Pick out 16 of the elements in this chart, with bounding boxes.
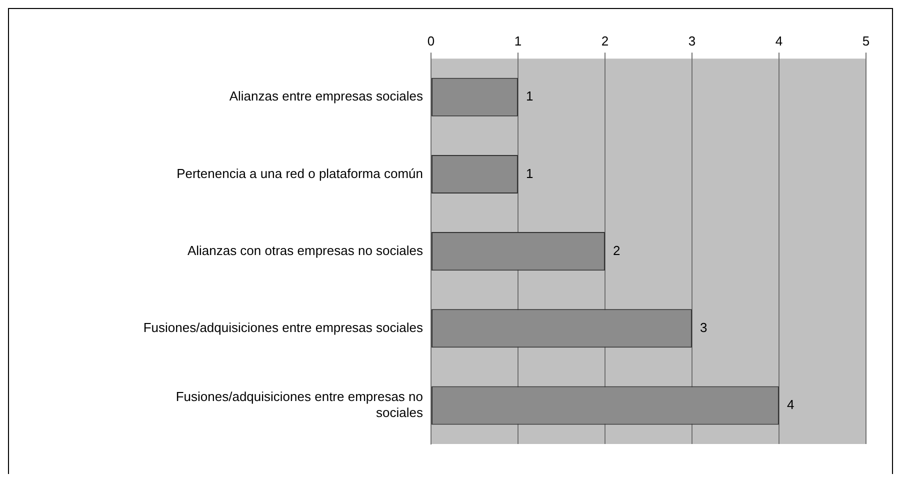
x-tick-label: 2 — [601, 33, 609, 48]
y-tick-label: Alianzas entre empresas sociales — [229, 88, 424, 104]
y-tick-label: Alianzas con otras empresas no sociales — [187, 242, 424, 258]
y-tick-label: Fusiones/adquisiciones entre empresas sociales — [143, 320, 424, 335]
y-tick-label: Fusiones/adquisiciones entre empresas no sociales — [176, 389, 424, 420]
data-label: 1 — [526, 166, 534, 181]
x-tick-label: 3 — [688, 33, 696, 48]
data-label: 1 — [526, 88, 534, 104]
data-label: 4 — [787, 397, 794, 412]
x-tick-label: 1 — [514, 33, 522, 48]
x-tick-label: 5 — [862, 33, 870, 48]
data-label: 3 — [700, 320, 708, 335]
x-tick-label: 0 — [427, 33, 435, 48]
x-tick-label: 4 — [775, 33, 783, 48]
data-label: 2 — [613, 242, 620, 258]
y-tick-label: Pertenencia a una red o plataforma común — [176, 166, 423, 181]
